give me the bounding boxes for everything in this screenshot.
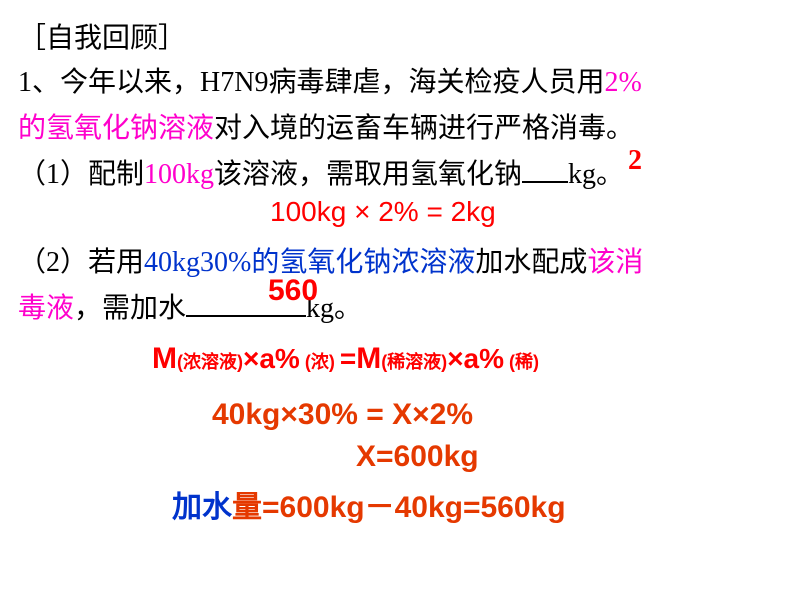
p1-afterhundred: 该溶液，需取用氢氧化钠 [214,159,522,190]
formula-sub2: (稀溶液) [381,352,447,372]
p2-gaixiao: 该消 [587,247,643,278]
p2-duye: 毒液 [18,293,74,324]
p1-calc: 100kg × 2% = 2kg [270,196,496,228]
p1-unit: kg。 [568,159,624,190]
formula-sub1: (浓溶液) [177,352,243,372]
formula-sub1b: (浓) [300,352,340,372]
formula-m2: M [356,342,381,375]
formula-line: M(浓溶液)×a% (浓) =M(稀溶液)×a% (稀) [152,342,539,376]
p2-needwater: ，需加水 [74,293,186,324]
q1-pct: 2% [604,67,641,98]
calc2c-rest: =600kg－40kg=560kg [262,491,566,524]
formula-sub2b: (稀) [504,352,539,372]
header-text: ［自我回顾］ [18,16,186,56]
formula-xa1: ×a% [243,343,300,374]
p2-line1: （2）若用40kg30%的氢氧化钠浓溶液加水配成该消 [18,240,643,280]
calc2c: 加水量=600kg－40kg=560kg [172,482,566,526]
formula-m1: M [152,342,177,375]
formula-xa2: ×a% [447,343,504,374]
p2-afterforty: 加水配成 [475,247,587,278]
calc2a: 40kg×30% = X×2% [212,398,473,432]
q1-line2-prefix: 的氢氧化钠溶液 [18,113,214,144]
formula-eq: = [340,343,356,374]
q1-prefix: 1、今年以来，H7N9病毒肆虐，海关检疫人员用 [18,67,604,98]
calc2b: X=600kg [356,440,479,474]
p1-hundred: 100kg [144,159,214,190]
p1-answer: 2 [628,145,642,177]
p1-line: （1）配制100kg该溶液，需取用氢氧化钠 kg。 [18,152,624,192]
p2-answer: 560 [268,274,318,308]
p1-blank [522,154,568,183]
calc2c-pre: 加水 [172,491,232,524]
q1-line2: 的氢氧化钠溶液对入境的运畜车辆进行严格消毒。 [18,106,634,146]
p2-before40: （2）若用 [18,247,144,278]
q1-line1: 1、今年以来，H7N9病毒肆虐，海关检疫人员用2% [18,60,642,100]
calc2c-liang: 量 [232,491,262,524]
q1-line2-suffix: 对入境的运畜车辆进行严格消毒。 [214,113,634,144]
p1-before100: （1）配制 [18,159,144,190]
